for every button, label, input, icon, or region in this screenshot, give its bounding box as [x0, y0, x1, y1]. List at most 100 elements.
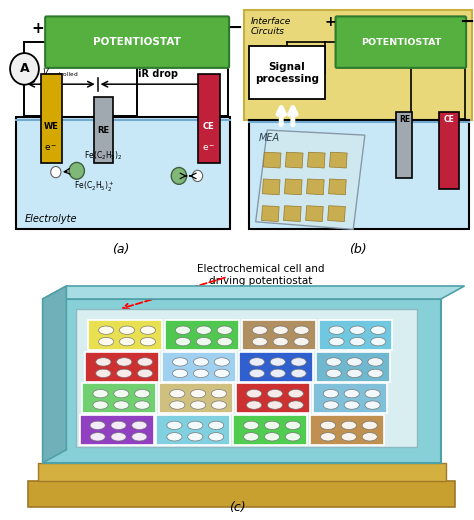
Polygon shape — [284, 179, 302, 195]
Circle shape — [173, 358, 188, 366]
Polygon shape — [262, 206, 279, 222]
Circle shape — [291, 358, 306, 366]
Circle shape — [320, 433, 336, 441]
Bar — [16, 118, 230, 229]
Bar — [156, 415, 230, 445]
Circle shape — [371, 337, 386, 346]
Circle shape — [246, 401, 262, 409]
Circle shape — [244, 421, 259, 430]
Bar — [249, 46, 325, 99]
Circle shape — [329, 337, 344, 346]
Circle shape — [196, 326, 211, 334]
Text: +: + — [324, 15, 336, 29]
Circle shape — [167, 433, 182, 441]
Text: Fe(C$_2$H$_5$)$_2$: Fe(C$_2$H$_5$)$_2$ — [84, 149, 122, 162]
Text: MEA: MEA — [259, 133, 280, 142]
Polygon shape — [307, 179, 324, 195]
Bar — [319, 320, 392, 350]
Circle shape — [341, 421, 356, 430]
Polygon shape — [264, 152, 281, 168]
Circle shape — [368, 369, 383, 378]
Bar — [198, 74, 219, 163]
Circle shape — [244, 433, 259, 441]
Circle shape — [264, 433, 280, 441]
Text: −: − — [459, 13, 474, 31]
Circle shape — [264, 421, 280, 430]
Circle shape — [214, 358, 229, 366]
Circle shape — [10, 53, 39, 85]
Circle shape — [326, 369, 341, 378]
Circle shape — [323, 401, 338, 409]
Circle shape — [188, 433, 203, 441]
Circle shape — [99, 326, 114, 334]
Text: RE: RE — [97, 125, 109, 135]
Circle shape — [51, 166, 61, 178]
Circle shape — [273, 337, 288, 346]
Polygon shape — [28, 481, 455, 507]
Bar — [249, 120, 469, 229]
Circle shape — [99, 337, 114, 346]
Circle shape — [140, 337, 155, 346]
Polygon shape — [306, 206, 323, 222]
Circle shape — [294, 326, 309, 334]
Circle shape — [111, 433, 126, 441]
Bar — [85, 352, 159, 382]
Text: WE: WE — [44, 122, 59, 131]
Circle shape — [173, 369, 188, 378]
Bar — [439, 112, 459, 189]
Circle shape — [273, 326, 288, 334]
Circle shape — [291, 369, 306, 378]
Bar — [233, 415, 307, 445]
Circle shape — [211, 389, 227, 398]
Polygon shape — [43, 286, 66, 463]
Circle shape — [350, 326, 365, 334]
Text: e$^-$: e$^-$ — [202, 143, 215, 153]
Circle shape — [96, 369, 111, 378]
Circle shape — [209, 433, 224, 441]
Circle shape — [249, 358, 264, 366]
Bar — [94, 97, 113, 163]
Bar — [242, 320, 316, 350]
Text: POTENTIOSTAT: POTENTIOSTAT — [361, 37, 441, 47]
Bar — [82, 383, 156, 413]
FancyBboxPatch shape — [336, 17, 466, 68]
Circle shape — [270, 369, 285, 378]
Circle shape — [344, 401, 359, 409]
Circle shape — [191, 389, 206, 398]
Circle shape — [96, 358, 111, 366]
Circle shape — [114, 389, 129, 398]
Text: e$^-$: e$^-$ — [44, 143, 57, 153]
Circle shape — [188, 421, 203, 430]
Circle shape — [246, 389, 262, 398]
FancyBboxPatch shape — [45, 17, 229, 68]
Text: Electrolyte: Electrolyte — [25, 214, 77, 224]
Circle shape — [90, 421, 105, 430]
Circle shape — [211, 401, 227, 409]
Circle shape — [93, 401, 108, 409]
Circle shape — [135, 401, 150, 409]
Circle shape — [347, 369, 362, 378]
Text: Signal
processing: Signal processing — [255, 62, 319, 84]
Polygon shape — [329, 152, 347, 168]
Polygon shape — [308, 152, 325, 168]
Bar — [165, 320, 239, 350]
Circle shape — [320, 421, 336, 430]
Text: Electrochemical cell and
driving potentiostat: Electrochemical cell and driving potenti… — [197, 264, 324, 285]
Circle shape — [368, 358, 383, 366]
Polygon shape — [328, 179, 346, 195]
Circle shape — [217, 326, 232, 334]
Circle shape — [132, 433, 147, 441]
Circle shape — [270, 358, 285, 366]
Circle shape — [137, 369, 153, 378]
Text: (c): (c) — [228, 500, 246, 514]
Polygon shape — [285, 152, 303, 168]
Bar — [236, 383, 310, 413]
Text: Interface
Circuits: Interface Circuits — [251, 17, 292, 36]
Circle shape — [344, 389, 359, 398]
Polygon shape — [43, 299, 441, 463]
Circle shape — [170, 389, 185, 398]
Circle shape — [209, 421, 224, 430]
Circle shape — [175, 337, 191, 346]
Polygon shape — [38, 463, 446, 481]
Circle shape — [267, 401, 283, 409]
